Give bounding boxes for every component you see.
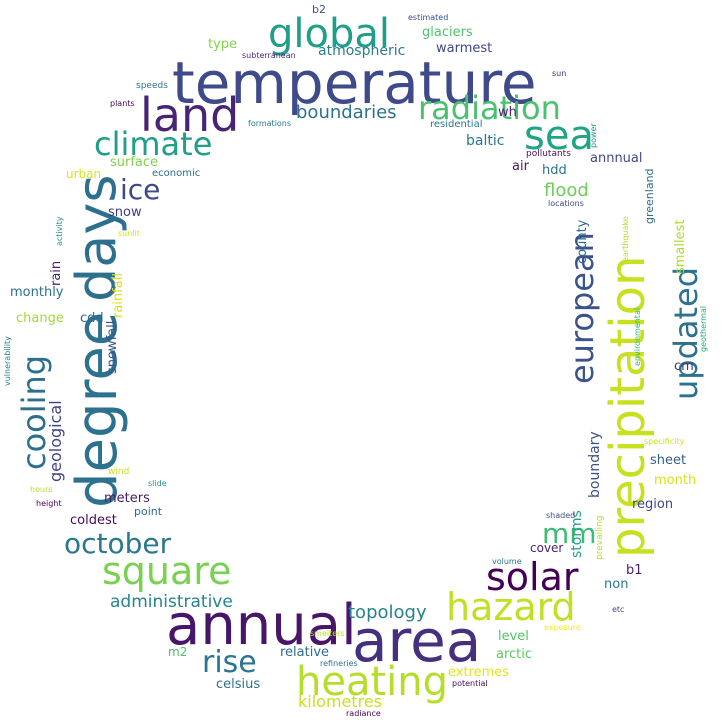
word-glaciers: glaciers: [422, 25, 473, 40]
word-type: type: [208, 37, 238, 52]
word-month: month: [654, 473, 697, 488]
word-non: non: [604, 577, 629, 592]
word-topology: topology: [348, 602, 427, 623]
word-power: power: [589, 123, 598, 148]
word-heating: heating: [296, 659, 449, 705]
word-mm: mm: [542, 517, 597, 550]
word-relative: relative: [280, 645, 330, 660]
word-formations: formations: [248, 119, 292, 128]
word-warmest: warmest: [436, 41, 493, 56]
word-ice: ice: [120, 173, 161, 206]
word-area: area: [352, 607, 482, 675]
word-environmental: environmental: [633, 307, 642, 366]
word-annnual: annnual: [590, 151, 643, 166]
word-prevailing: prevailing: [595, 515, 605, 560]
word-wh: wh: [498, 105, 517, 120]
word-vulnerability: vulnerability: [3, 336, 12, 386]
word-precipitation: precipitation: [600, 255, 656, 558]
word-sunlit: sunlit: [118, 229, 140, 238]
word-arctic: arctic: [496, 647, 533, 662]
word-greenland: greenland: [643, 168, 656, 224]
word-temperature: temperature: [172, 49, 537, 117]
word-smelters: smelters: [310, 629, 345, 638]
word-cover: cover: [530, 541, 564, 555]
word-speeds: speeds: [136, 81, 168, 91]
word-smallest: smallest: [673, 219, 688, 275]
word-snow: snow: [108, 205, 142, 220]
word-estimated: estimated: [408, 13, 449, 22]
word-celsius: celsius: [216, 677, 261, 692]
word-updated: updated: [667, 266, 705, 400]
word-refineries: refineries: [320, 659, 358, 668]
word-monthly: monthly: [10, 285, 64, 300]
word-hdd: hdd: [542, 163, 567, 178]
word-change: change: [16, 311, 64, 326]
word-administrative: administrative: [110, 592, 233, 612]
word-m2: m2: [168, 645, 188, 659]
word-point: point: [134, 505, 163, 518]
word-coldest: coldest: [70, 513, 117, 528]
word-annual: annual: [166, 593, 357, 658]
word-subterranean: subterranean: [242, 51, 296, 60]
word-b1: b1: [626, 563, 643, 578]
word-sheet: sheet: [650, 453, 687, 468]
word-global: global: [268, 11, 390, 57]
word-locations: locations: [548, 199, 584, 208]
word-snowfall: snowfall: [105, 320, 120, 374]
word-solar: solar: [486, 555, 579, 599]
word-surface: surface: [110, 155, 159, 170]
word-residential: residential: [430, 119, 483, 130]
word-kilometres: kilometres: [298, 692, 383, 711]
word-earthquake: earthquake: [621, 216, 630, 262]
word-pollutants: pollutants: [526, 149, 571, 159]
word-radiance: radiance: [346, 709, 381, 718]
word-radiation: radiation: [418, 89, 561, 127]
word-shaded: shaded: [546, 511, 576, 520]
word-slide: slide: [148, 479, 167, 488]
word-hazard: hazard: [446, 585, 576, 629]
word-extremes: extremes: [448, 665, 510, 680]
word-etc: etc: [612, 605, 625, 614]
word-atmospheric: atmospheric: [318, 43, 406, 59]
word-cm: cm: [674, 359, 694, 374]
word-county: county: [575, 219, 590, 264]
word-square: square: [102, 549, 232, 593]
word-exposure: exposure: [544, 623, 581, 632]
word-potential: potential: [452, 679, 488, 688]
word-volume: volume: [492, 557, 522, 566]
word-urban: urban: [66, 167, 102, 181]
word-b2: b2: [312, 3, 326, 16]
word-region: region: [632, 497, 674, 512]
word-activity: activity: [55, 216, 64, 247]
word-sea: sea: [524, 113, 594, 159]
word-rise: rise: [202, 645, 257, 680]
word-air: air: [512, 159, 529, 174]
word-land: land: [140, 88, 240, 142]
word-climate: climate: [94, 125, 213, 163]
word-geothermal: geothermal: [699, 305, 708, 352]
word-boundary: boundary: [587, 431, 603, 498]
word-specificity: specificity: [644, 437, 685, 446]
word-economic: economic: [152, 168, 201, 179]
word-wind: wind: [108, 467, 130, 477]
word-baltic: baltic: [466, 133, 505, 149]
word-rain: rain: [49, 260, 64, 286]
word-sun: sun: [552, 69, 567, 78]
word-cdd: cdd: [80, 311, 104, 326]
word-meters: meters: [104, 491, 150, 506]
word-height: height: [36, 499, 62, 508]
word-geological: geological: [46, 400, 65, 482]
word-flood: flood: [544, 180, 589, 201]
word-hours: hours: [30, 485, 53, 494]
word-plants: plants: [110, 99, 135, 108]
word-level: level: [498, 629, 529, 644]
word-rainfall: rainfall: [111, 273, 126, 318]
word-october: october: [64, 527, 172, 560]
word-boundaries: boundaries: [296, 102, 397, 123]
